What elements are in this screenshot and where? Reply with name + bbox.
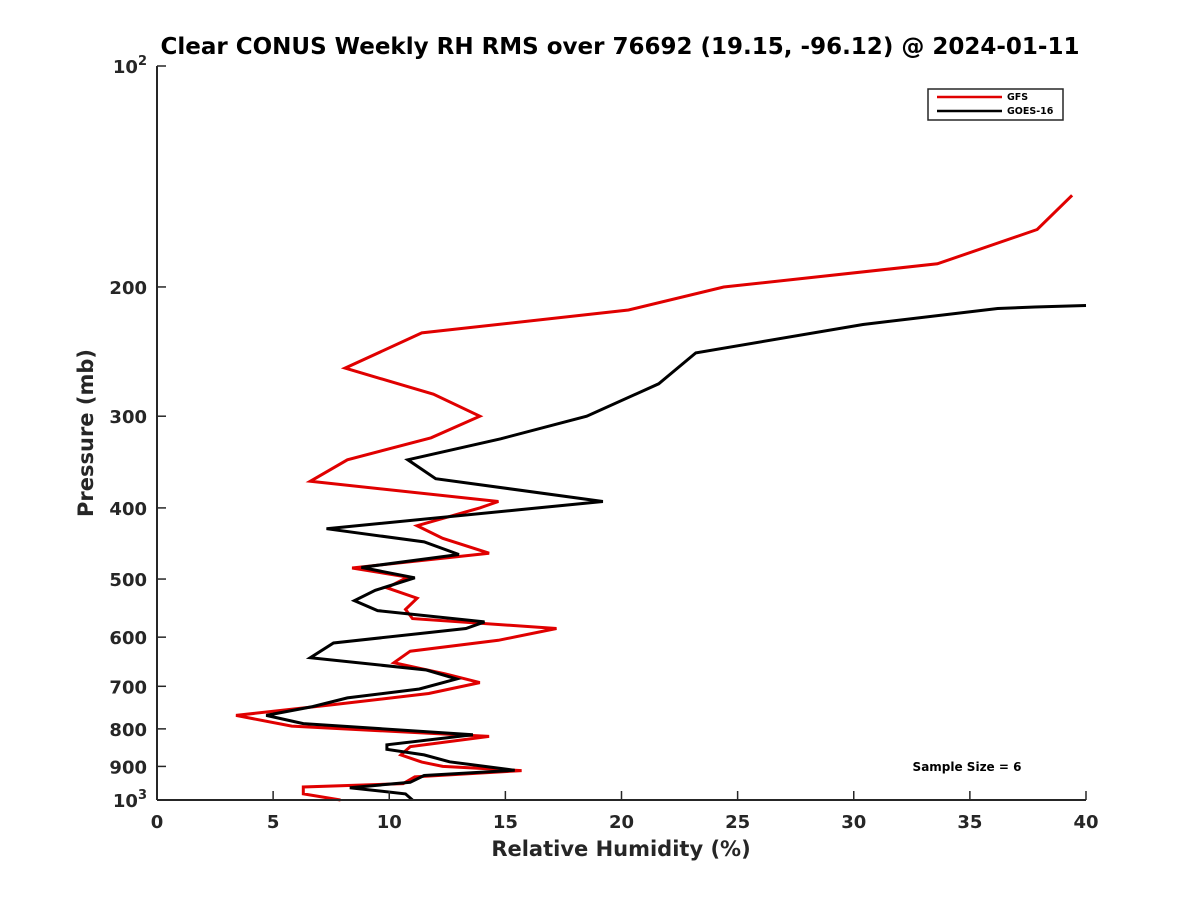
x-tick-label: 30 [841,812,866,833]
x-tick-label: 15 [493,812,518,833]
series-line-goes16 [265,304,1087,802]
y-axis-label: Pressure (mb) [74,349,98,517]
x-tick-label: 35 [957,812,982,833]
sample-size-annotation: Sample Size = 6 [913,760,1022,774]
x-tick-label: 20 [609,812,634,833]
y-tick-label: 700 [109,677,147,698]
plot-series-group [235,194,1087,802]
legend-box [927,88,1064,121]
x-tick-label: 10 [377,812,402,833]
y-tick-label: 102 [113,54,147,78]
y-tick-label: 103 [113,788,147,812]
x-tick-label: 5 [267,812,280,833]
legend-label-goes16: GOES-16 [1007,106,1054,117]
legend: GFS GOES-16 [927,88,1064,121]
y-ticks-group: 102 200 300 400 500 600 700 800 900 103 [109,54,166,812]
y-tick-label: 300 [109,407,147,428]
legend-label-gfs: GFS [1007,92,1028,103]
y-tick-label: 800 [109,720,147,741]
x-ticks-group: 0 5 10 15 20 25 30 35 40 [151,791,1099,833]
chart-title: Clear CONUS Weekly RH RMS over 76692 (19… [161,34,1080,60]
x-axis-label: Relative Humidity (%) [491,837,750,861]
x-tick-label: 40 [1073,812,1098,833]
y-tick-label: 200 [109,278,147,299]
y-tick-label: 900 [109,757,147,778]
x-tick-label: 0 [151,812,164,833]
y-tick-label: 600 [109,628,147,649]
y-tick-label: 400 [109,499,147,520]
y-tick-label: 500 [109,570,147,591]
x-tick-label: 25 [725,812,750,833]
